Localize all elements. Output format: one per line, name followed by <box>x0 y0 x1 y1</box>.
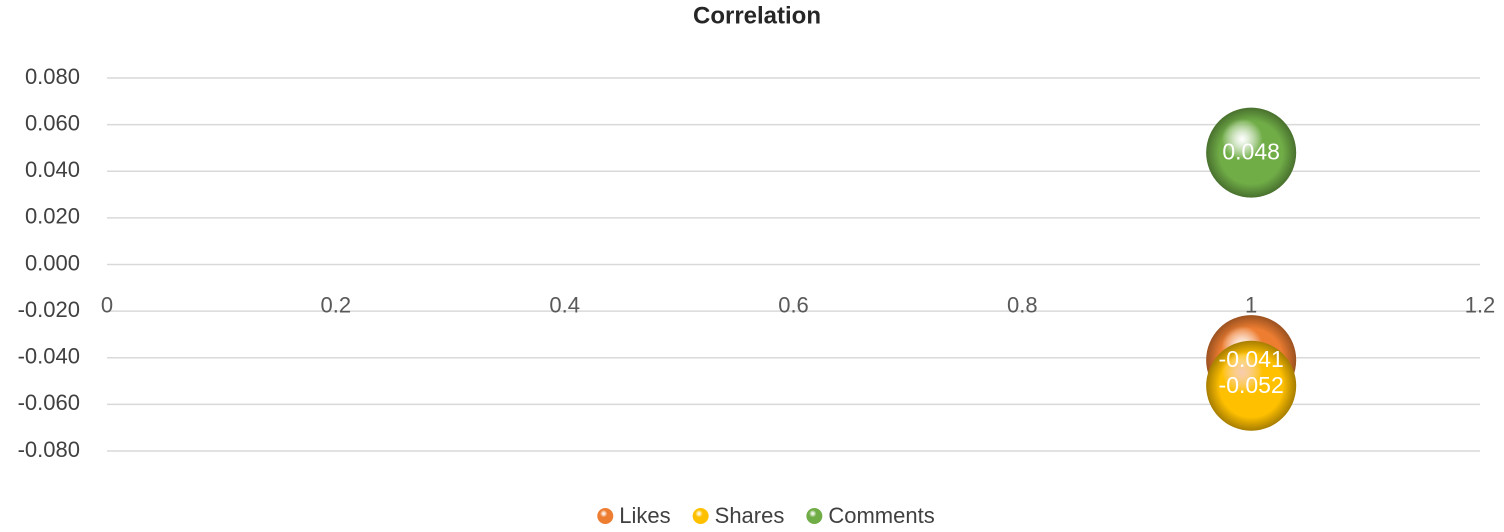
x-tick-label: 0 <box>101 292 113 317</box>
y-tick-label: 0.040 <box>25 157 80 182</box>
chart-title: Correlation <box>693 2 821 29</box>
legend-marker <box>806 508 823 524</box>
y-tick-label: -0.020 <box>18 297 80 322</box>
y-tick-label: 0.080 <box>25 64 80 89</box>
legend-marker <box>597 508 614 524</box>
legend-marker <box>692 508 709 524</box>
legend: Likes Shares Comments <box>597 503 935 528</box>
legend-label: Comments <box>828 503 934 528</box>
y-tick-label: 0.060 <box>25 110 80 135</box>
y-tick-label: 0.020 <box>25 204 80 229</box>
data-label: -0.052 <box>1219 372 1284 398</box>
data-label: -0.041 <box>1219 346 1284 372</box>
x-tick-label: 1.2 <box>1465 292 1496 317</box>
x-tick-label: 1 <box>1245 292 1257 317</box>
legend-label: Shares <box>715 503 785 528</box>
y-tick-label: -0.040 <box>18 344 80 369</box>
data-label: 0.048 <box>1222 139 1280 165</box>
x-tick-label: 0.4 <box>549 292 580 317</box>
x-tick-label: 0.8 <box>1007 292 1038 317</box>
y-tick-label: 0.000 <box>25 250 80 275</box>
legend-label: Likes <box>619 503 670 528</box>
y-tick-label: -0.060 <box>18 390 80 415</box>
x-tick-label: 0.2 <box>321 292 352 317</box>
x-tick-label: 0.6 <box>778 292 809 317</box>
y-tick-label: -0.080 <box>18 437 80 462</box>
